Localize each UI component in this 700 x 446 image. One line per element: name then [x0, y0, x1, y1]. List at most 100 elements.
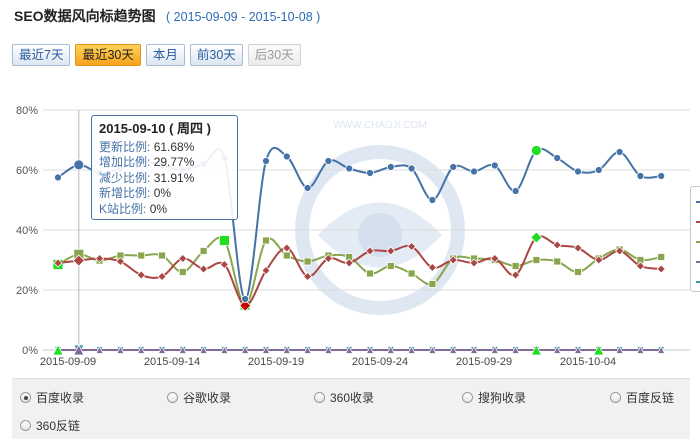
- data-point: [386, 163, 395, 171]
- radio-label: 百度反链: [626, 391, 675, 405]
- radio-baidu-index[interactable]: 百度收录: [20, 389, 84, 406]
- data-point: [344, 258, 354, 268]
- data-point: [530, 344, 543, 356]
- data-point: [532, 256, 541, 264]
- data-point: [448, 255, 458, 265]
- data-point: [157, 345, 167, 354]
- x-tick-label: 2015-09-14: [144, 356, 200, 368]
- chart-header: SEO数据风向标趋势图 ( 2015-09-09 - 2015-10-08 ): [14, 6, 320, 26]
- data-point: [324, 157, 333, 165]
- data-point: [428, 196, 437, 204]
- watermark-logo: WWW.CHAOJI.COM: [295, 120, 465, 315]
- data-point: [553, 257, 562, 266]
- watermark-text: WWW.CHAOJI.COM: [333, 120, 426, 131]
- data-point: [303, 271, 313, 282]
- data-point: [490, 161, 499, 170]
- data-point: [178, 253, 188, 264]
- data-point: [323, 253, 333, 264]
- next-30-days-button: 后30天: [247, 44, 301, 66]
- data-point: [115, 256, 125, 267]
- data-point: [657, 345, 666, 354]
- data-point: [262, 157, 270, 165]
- data-point: [158, 251, 166, 260]
- x-tick-label: 2015-09-24: [352, 356, 408, 368]
- data-point: [449, 163, 458, 171]
- data-point: [73, 159, 85, 171]
- data-point: [282, 251, 291, 260]
- chart-series: [52, 145, 666, 356]
- data-point: [511, 262, 520, 270]
- x-tick-label: 2015-10-04: [560, 356, 616, 368]
- y-tick-label: 0%: [22, 345, 38, 357]
- data-point: [573, 243, 583, 253]
- data-point: [241, 345, 250, 354]
- this-month-button[interactable]: 本月: [145, 44, 185, 66]
- data-point: [199, 345, 208, 354]
- x-tick-label: 2015-09-09: [40, 356, 96, 368]
- radio-label: 百度收录: [36, 391, 85, 405]
- data-point: [303, 345, 312, 354]
- data-point: [574, 268, 582, 276]
- data-point: [428, 280, 437, 288]
- legend-swatch: [696, 201, 700, 203]
- data-point: [220, 345, 229, 354]
- trend-chart: WWW.CHAOJI.COM 0% 20% 40% 60% 80% 2015-09-09…: [16, 105, 690, 368]
- radio-button-icon[interactable]: [462, 392, 473, 403]
- data-point: [531, 145, 542, 156]
- radio-button-icon[interactable]: [610, 392, 621, 403]
- radio-label: 360收录: [330, 391, 375, 405]
- legend-swatch: [696, 241, 700, 243]
- series-line-1[interactable]: [53, 231, 666, 312]
- data-point: [303, 257, 312, 266]
- y-tick-label: 60%: [16, 165, 38, 177]
- radio-sogou-index[interactable]: 搜狗收录: [462, 389, 526, 406]
- data-point: [303, 184, 312, 192]
- data-point: [407, 345, 416, 354]
- data-point: [552, 240, 562, 250]
- radio-baidu-backlinks[interactable]: 百度反链: [610, 389, 674, 406]
- y-tick-label: 80%: [16, 105, 38, 117]
- data-point: [54, 173, 62, 182]
- data-point: [199, 264, 209, 274]
- radio-button-icon[interactable]: [20, 392, 31, 403]
- data-point: [365, 246, 375, 256]
- data-point: [469, 345, 479, 354]
- data-point: [615, 148, 624, 156]
- data-point: [365, 345, 375, 354]
- tooltip-date: 2015-09-10 ( 周四 ): [99, 121, 211, 136]
- data-point: [282, 243, 292, 253]
- data-point: [407, 241, 417, 252]
- radio-360-backlinks[interactable]: 360反链: [20, 417, 80, 434]
- radio-button-icon[interactable]: [314, 392, 325, 403]
- radio-google-index[interactable]: 谷歌收录: [167, 389, 231, 406]
- data-point: [470, 167, 478, 176]
- data-point: [157, 271, 167, 282]
- legend-swatch: [696, 261, 700, 263]
- page-title: SEO数据风向标趋势图: [14, 8, 156, 24]
- data-point: [615, 246, 625, 256]
- data-point: [407, 164, 416, 173]
- data-point: [657, 253, 666, 261]
- data-point: [137, 251, 146, 260]
- radio-button-icon[interactable]: [167, 392, 178, 403]
- chart-tooltip: 2015-09-10 ( 周四 ) 更新比例: 61.68% 增加比例: 29.…: [91, 115, 238, 220]
- last-30-days-button[interactable]: 最近30天: [75, 44, 141, 66]
- data-point: [366, 269, 374, 278]
- data-point: [116, 345, 125, 354]
- data-point: [530, 231, 543, 244]
- date-range-label: ( 2015-09-09 - 2015-10-08 ): [166, 10, 321, 24]
- previous-30-days-button[interactable]: 前30天: [189, 44, 243, 66]
- data-point: [594, 255, 604, 265]
- data-point: [366, 169, 374, 177]
- last-7-days-button[interactable]: 最近7天: [12, 44, 71, 66]
- radio-button-icon[interactable]: [20, 420, 31, 431]
- data-point: [324, 345, 333, 354]
- data-point: [262, 236, 270, 245]
- legend-panel[interactable]: [690, 186, 700, 292]
- data-point: [469, 258, 479, 268]
- series-line-3[interactable]: [52, 344, 666, 356]
- data-point: [553, 345, 562, 354]
- radio-label: 搜狗收录: [478, 391, 527, 405]
- radio-360-index[interactable]: 360收录: [314, 389, 374, 406]
- data-point: [386, 262, 395, 270]
